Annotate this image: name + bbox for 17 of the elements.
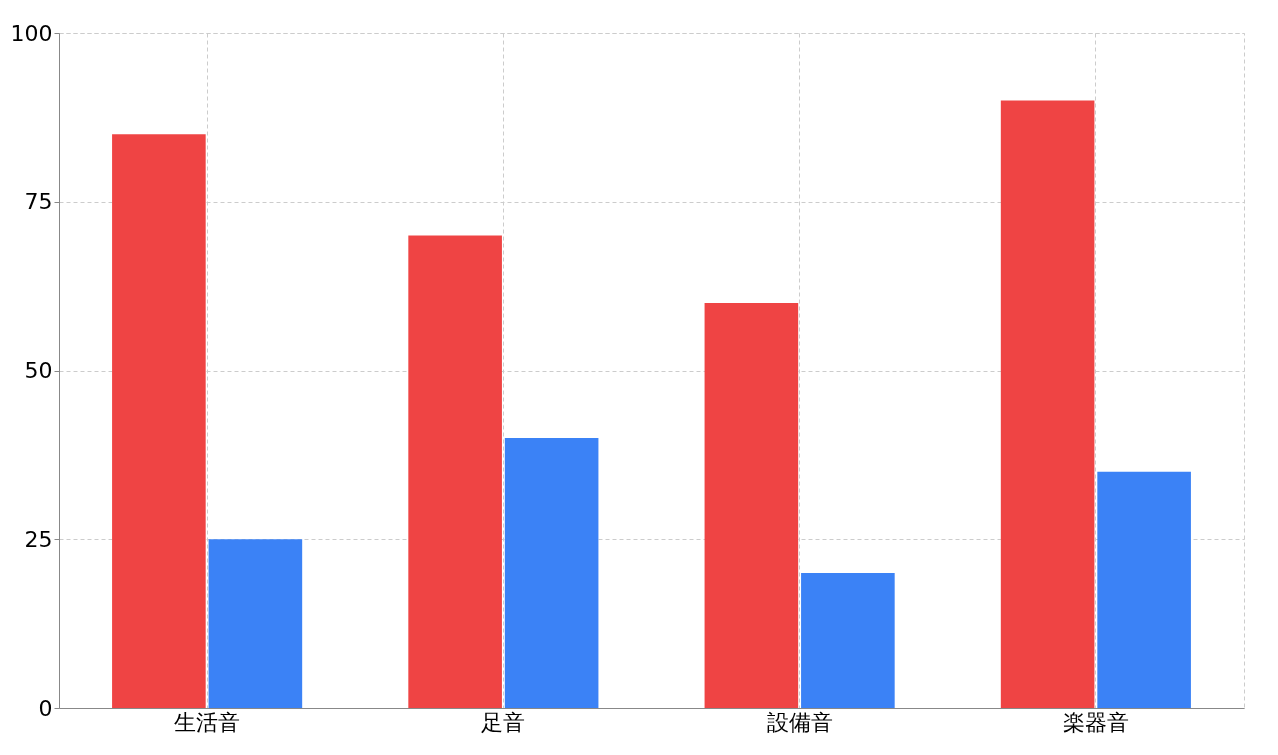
bar xyxy=(1000,100,1095,708)
y-tick-label: 100 xyxy=(10,20,53,46)
bar xyxy=(112,134,206,708)
x-tick-label: 設備音 xyxy=(766,709,833,735)
y-tick-label: 0 xyxy=(38,695,53,721)
bar xyxy=(1097,471,1191,708)
y-tick-label: 25 xyxy=(24,526,53,552)
bar xyxy=(704,303,799,708)
x-tick-label: 楽器音 xyxy=(1062,709,1129,735)
x-tick-label: 生活音 xyxy=(174,709,241,735)
y-tick-label: 75 xyxy=(24,189,53,215)
bar xyxy=(408,235,502,708)
bar xyxy=(504,438,599,708)
x-tick-label: 足音 xyxy=(481,709,526,735)
bar xyxy=(208,539,303,708)
bar xyxy=(801,573,895,708)
y-tick-label: 50 xyxy=(24,358,53,383)
